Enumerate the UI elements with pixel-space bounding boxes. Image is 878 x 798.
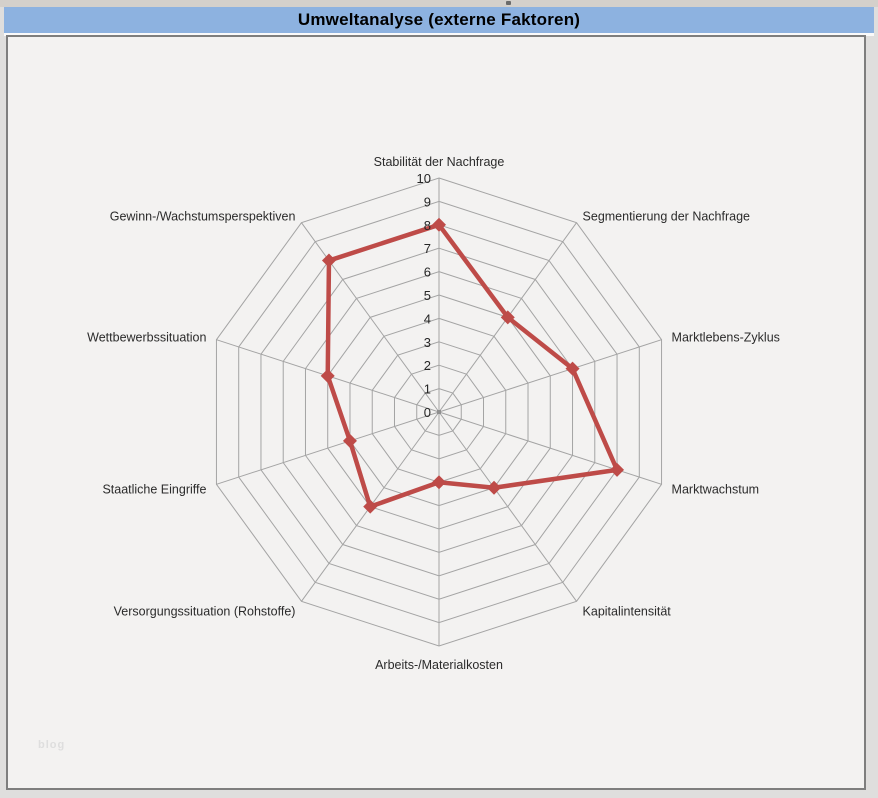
axis-category-label: Versorgungssituation (Rohstoffe) — [114, 604, 296, 618]
axis-tick-label: 4 — [424, 311, 431, 326]
grid-spoke — [438, 339, 662, 413]
data-point-marker — [432, 475, 446, 490]
grid-spoke — [438, 411, 662, 485]
stray-mark — [506, 1, 511, 5]
axis-category-label: Marktlebens-Zyklus — [672, 331, 780, 345]
axis-category-label: Stabilität der Nachfrage — [374, 155, 505, 169]
watermark: blog — [38, 739, 66, 751]
axis-tick-label: 1 — [424, 382, 431, 397]
axis-tick-label: 10 — [417, 171, 431, 186]
chart-title-bar[interactable]: Umweltanalyse (externe Faktoren) — [4, 7, 874, 33]
axis-category-label: Arbeits-/Materialkosten — [375, 658, 503, 672]
radar-chart: 0 1 2 3 4 5 6 7 8 9 10 Stabilität der Nachfrage Segm… — [87, 155, 780, 672]
data-point-marker — [565, 361, 580, 376]
data-point-marker — [487, 480, 502, 495]
data-point-marker — [363, 499, 378, 514]
axis-tick-label: 5 — [424, 288, 431, 303]
axis-category-label: Wettbewerbssituation — [87, 331, 206, 345]
axis-tick-label: 2 — [424, 358, 431, 373]
axis-tick-label: 9 — [424, 194, 431, 209]
axis-tick-label: 8 — [424, 218, 431, 233]
chart-title: Umweltanalyse (externe Faktoren) — [297, 10, 581, 29]
axis-category-label: Marktwachstum — [672, 482, 760, 496]
axis-tick-label: 6 — [424, 265, 431, 280]
data-point-marker — [320, 368, 335, 383]
data-point-marker — [500, 310, 515, 325]
axis-category-label: Staatliche Eingriffe — [102, 482, 206, 496]
axis-category-label: Segmentierung der Nachfrage — [583, 210, 751, 224]
grid-spoke — [438, 411, 577, 602]
grid-spoke — [216, 411, 440, 485]
axis-category-label: Gewinn-/Wachstumsperspektiven — [110, 210, 296, 224]
axis-category-label: Kapitalintensität — [583, 604, 672, 618]
window-top-strip — [0, 0, 878, 7]
axis-tick-label: 0 — [424, 405, 431, 420]
axis-tick-label: 3 — [424, 335, 431, 350]
data-point-marker — [321, 253, 336, 268]
titlebar-gap — [4, 33, 874, 36]
axis-center-dot — [437, 410, 441, 414]
data-point-marker — [342, 433, 357, 448]
data-point-marker — [432, 217, 446, 232]
chart-frame[interactable]: 0 1 2 3 4 5 6 7 8 9 10 Stabilität der Nachfrage Segm… — [6, 35, 866, 790]
data-point-marker — [610, 462, 625, 477]
grid-spoke — [301, 222, 440, 413]
axis-tick-label: 7 — [424, 241, 431, 256]
